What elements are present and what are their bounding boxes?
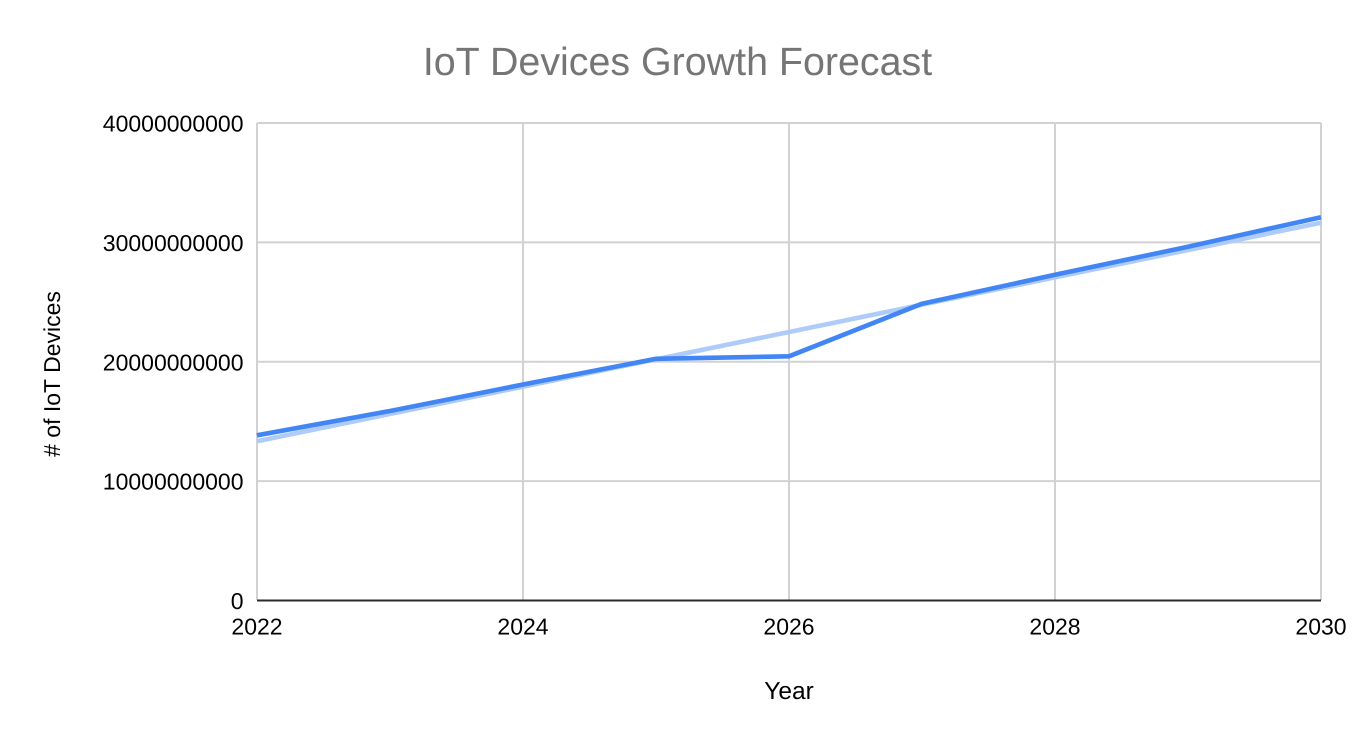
svg-text:2022: 2022 <box>231 614 282 640</box>
svg-text:2028: 2028 <box>1029 614 1080 640</box>
svg-text:Year: Year <box>764 678 814 705</box>
svg-text:0: 0 <box>231 588 244 614</box>
svg-text:40000000000: 40000000000 <box>103 111 244 137</box>
svg-text:30000000000: 30000000000 <box>103 230 244 256</box>
svg-text:10000000000: 10000000000 <box>103 469 244 495</box>
svg-text:2030: 2030 <box>1295 614 1346 640</box>
svg-text:IoT Devices Growth Forecast: IoT Devices Growth Forecast <box>423 40 932 84</box>
svg-text:20000000000: 20000000000 <box>103 349 244 375</box>
svg-text:2024: 2024 <box>497 614 548 640</box>
svg-text:# of IoT Devices: # of IoT Devices <box>39 291 65 457</box>
svg-text:2026: 2026 <box>763 614 814 640</box>
